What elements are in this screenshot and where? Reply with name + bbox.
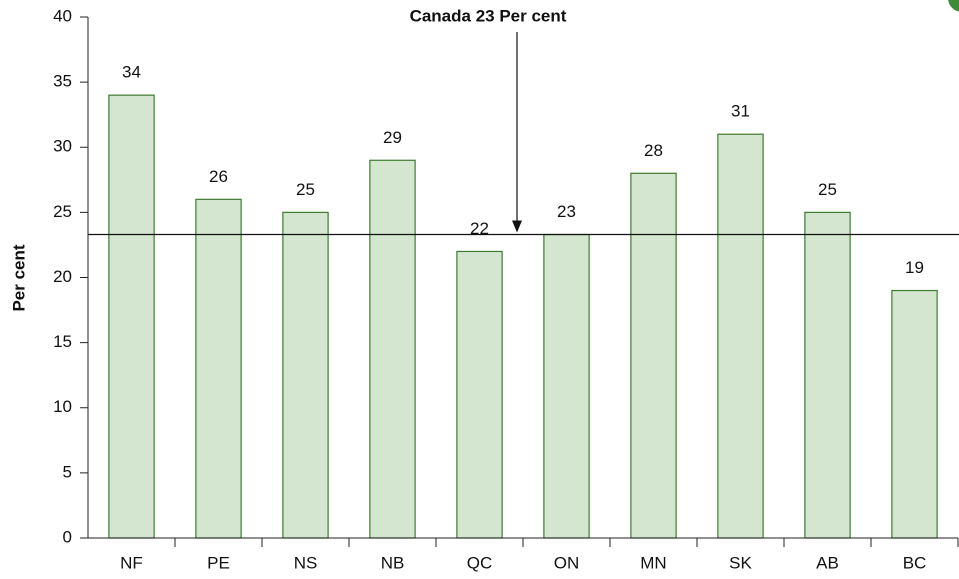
y-axis-label: Per cent [9, 244, 28, 311]
x-tick-label: NF [120, 553, 143, 572]
data-label: 28 [644, 141, 663, 160]
data-label: 23 [557, 202, 576, 221]
x-tick-label: NS [294, 553, 318, 572]
y-tick-label: 20 [53, 267, 72, 286]
bar [804, 211, 851, 539]
data-label: 25 [818, 180, 837, 199]
bar [630, 172, 677, 539]
arrow-head [512, 220, 522, 233]
data-label: 26 [209, 167, 228, 186]
y-tick-label: 40 [53, 6, 72, 25]
data-label: 34 [122, 63, 141, 82]
data-label: 22 [470, 219, 489, 238]
y-tick-label: 25 [53, 202, 72, 221]
bar [456, 250, 503, 539]
y-tick-label: 5 [63, 462, 72, 481]
bar [891, 289, 938, 539]
corner-decoration [948, 0, 959, 12]
data-label: 31 [731, 102, 750, 121]
bar [108, 94, 155, 539]
x-tick-label: ON [554, 553, 580, 572]
x-tick-label: MN [640, 553, 666, 572]
y-tick-label: 35 [53, 72, 72, 91]
x-tick-label: QC [467, 553, 493, 572]
y-tick-label: 0 [63, 527, 72, 546]
x-tick-label: SK [729, 553, 752, 572]
annotation: Canada 23 Per cent [410, 6, 567, 25]
data-label: 29 [383, 128, 402, 147]
y-tick-label: 10 [53, 397, 72, 416]
x-tick-label: NB [381, 553, 405, 572]
bar [369, 159, 416, 539]
x-tick-label: BC [903, 553, 927, 572]
y-tick-label: 30 [53, 137, 72, 156]
bar [195, 198, 242, 539]
data-label: 25 [296, 180, 315, 199]
y-tick-label: 15 [53, 332, 72, 351]
bar [543, 233, 590, 539]
bar [282, 211, 329, 539]
data-label: 19 [905, 258, 924, 277]
x-tick-label: AB [816, 553, 839, 572]
x-tick-label: PE [207, 553, 230, 572]
bar [717, 133, 764, 539]
